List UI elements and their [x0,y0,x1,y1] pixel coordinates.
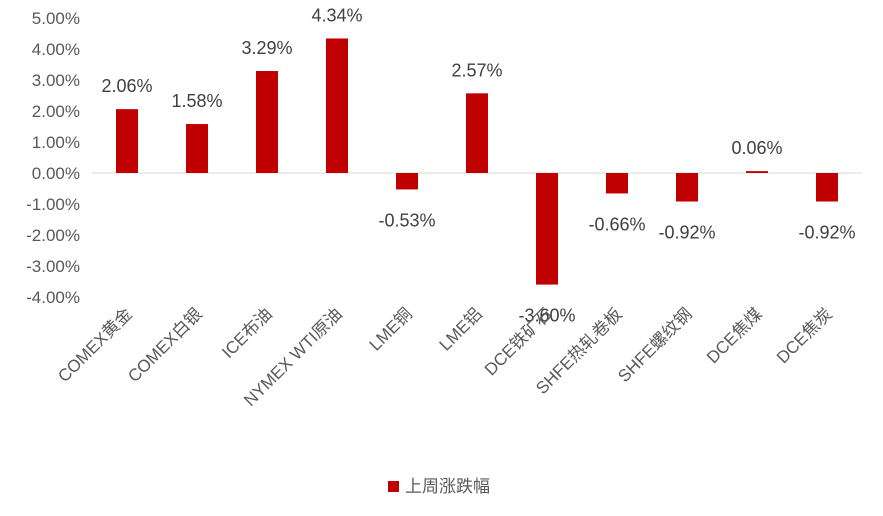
bar [606,173,628,194]
bar [816,173,838,202]
y-tick-label: 3.00% [32,71,80,90]
y-tick-label: 5.00% [32,9,80,28]
legend-label: 上周涨跌幅 [405,477,490,496]
category-label: ICE布油 [218,304,276,362]
category-label: LME铜 [366,304,416,354]
legend-swatch [388,481,399,492]
y-axis: 5.00% 4.00% 3.00% 2.00% 1.00% 0.00% -1.00% -2.0… [26,9,80,307]
category-label: COMEX黄金 [54,304,136,386]
category-label: DCE焦煤 [703,304,766,367]
y-tick-label: 1.00% [32,133,80,152]
data-label: 0.06% [731,138,782,158]
category-label: DCE焦炭 [773,304,836,367]
y-tick-label: 4.00% [32,40,80,59]
category-label: COMEX白银 [124,304,206,386]
bars-group [116,38,838,285]
category-label: SHFE螺纹钢 [614,304,696,386]
legend: 上周涨跌幅 [388,477,490,496]
data-label: -0.53% [378,210,435,230]
bar [676,173,698,202]
y-tick-label: -2.00% [26,226,80,245]
data-label: -0.92% [658,223,715,243]
data-label: 3.29% [241,38,292,58]
data-label: -0.92% [798,223,855,243]
data-label: 1.58% [171,91,222,111]
y-tick-label: -4.00% [26,288,80,307]
bar [186,124,208,173]
y-tick-label: 2.00% [32,102,80,121]
data-label: -3.60% [518,306,575,326]
bar [256,71,278,173]
bar [536,173,558,285]
category-label: LME铝 [436,304,486,354]
y-tick-label: -3.00% [26,257,80,276]
bar [466,93,488,173]
data-labels-group: 2.06% 1.58% 3.29% 4.34% -0.53% 2.57% -3.60% -0.… [101,5,855,325]
y-tick-label: 0.00% [32,164,80,183]
data-label: 2.57% [451,60,502,80]
bar [326,38,348,174]
data-label: -0.66% [588,214,645,234]
bar [116,109,138,173]
bar [396,173,418,190]
y-tick-label: -1.00% [26,195,80,214]
data-label: 2.06% [101,76,152,96]
bar [746,171,768,173]
data-label: 4.34% [311,5,362,25]
